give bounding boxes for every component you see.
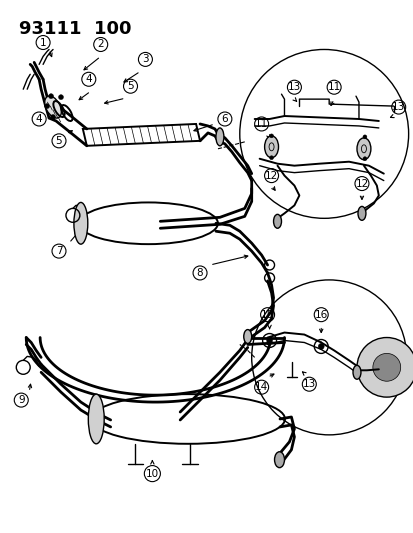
- Circle shape: [269, 134, 273, 138]
- Circle shape: [372, 353, 400, 381]
- Text: 4: 4: [36, 114, 43, 124]
- Text: 13: 13: [302, 379, 315, 389]
- Ellipse shape: [273, 214, 281, 228]
- Text: 93111  100: 93111 100: [19, 20, 131, 38]
- Ellipse shape: [74, 203, 88, 244]
- Ellipse shape: [274, 452, 284, 467]
- Circle shape: [362, 157, 366, 161]
- Ellipse shape: [356, 138, 370, 160]
- Circle shape: [48, 94, 53, 99]
- Text: 13: 13: [287, 82, 300, 92]
- Circle shape: [58, 95, 63, 100]
- Text: 6: 6: [221, 114, 228, 124]
- Text: 16: 16: [314, 310, 327, 320]
- Text: 12: 12: [264, 171, 278, 181]
- Text: 11: 11: [327, 82, 340, 92]
- Text: 4: 4: [85, 74, 92, 84]
- Circle shape: [50, 115, 55, 119]
- Circle shape: [356, 337, 413, 397]
- Text: 8: 8: [196, 268, 203, 278]
- Text: 7: 7: [56, 246, 62, 256]
- Ellipse shape: [264, 136, 278, 158]
- Text: 3: 3: [142, 54, 148, 64]
- Text: 14: 14: [254, 382, 268, 392]
- Text: 13: 13: [391, 102, 404, 112]
- Ellipse shape: [216, 128, 223, 146]
- Ellipse shape: [357, 206, 365, 220]
- Text: 11: 11: [254, 119, 268, 129]
- Circle shape: [45, 103, 50, 109]
- Text: 5: 5: [56, 136, 62, 146]
- Text: 1: 1: [40, 37, 46, 47]
- Circle shape: [266, 337, 272, 343]
- Text: 9: 9: [18, 395, 24, 405]
- Circle shape: [362, 135, 366, 139]
- Text: 10: 10: [145, 469, 159, 479]
- Circle shape: [318, 343, 323, 350]
- Ellipse shape: [352, 365, 360, 379]
- Text: 12: 12: [354, 179, 368, 189]
- Ellipse shape: [243, 329, 251, 343]
- Text: 15: 15: [260, 310, 273, 320]
- Text: 5: 5: [127, 81, 133, 91]
- Ellipse shape: [88, 394, 104, 444]
- Circle shape: [269, 156, 273, 160]
- Text: 2: 2: [97, 39, 104, 50]
- Ellipse shape: [45, 96, 61, 118]
